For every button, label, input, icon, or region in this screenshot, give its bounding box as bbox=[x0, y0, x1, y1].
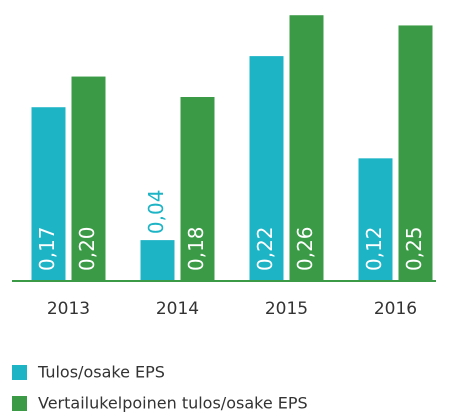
bar bbox=[71, 76, 106, 281]
value-label: 0,04 bbox=[144, 190, 168, 235]
value-label: 0,17 bbox=[35, 226, 59, 271]
value-label: 0,12 bbox=[362, 226, 386, 271]
bar bbox=[398, 25, 433, 282]
bar bbox=[249, 56, 284, 281]
value-label: 0,20 bbox=[75, 226, 99, 271]
value-label: 0,25 bbox=[402, 226, 426, 271]
x-tick-label: 2014 bbox=[156, 299, 199, 319]
legend-label: Tulos/osake EPS bbox=[37, 363, 165, 382]
bar bbox=[289, 15, 324, 281]
bar bbox=[31, 107, 66, 281]
legend-swatch bbox=[12, 396, 27, 411]
x-tick-label: 2015 bbox=[265, 299, 308, 319]
bar bbox=[140, 240, 175, 281]
legend-label: Vertailukelpoinen tulos/osake EPS bbox=[38, 394, 308, 413]
legend-swatch bbox=[12, 365, 27, 380]
value-label: 0,26 bbox=[293, 226, 317, 271]
bar bbox=[358, 158, 393, 281]
x-tick-label: 2013 bbox=[47, 299, 90, 319]
value-label: 0,18 bbox=[184, 226, 208, 271]
x-tick-label: 2016 bbox=[374, 299, 417, 319]
bar bbox=[180, 97, 215, 281]
value-label: 0,22 bbox=[253, 226, 277, 271]
